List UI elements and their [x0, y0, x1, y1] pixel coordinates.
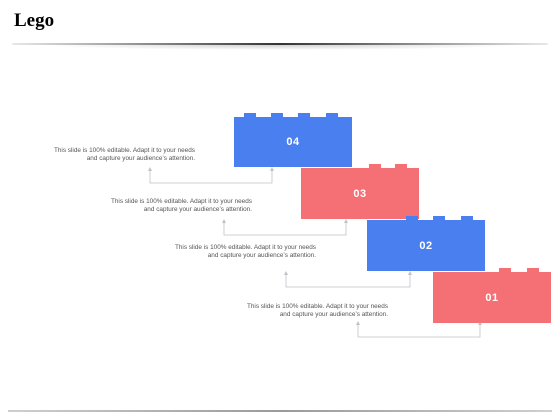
- note-line: This slide is 100% editable. Adapt it to…: [53, 147, 195, 154]
- note-line: and capture your audience’s attention.: [207, 252, 316, 259]
- step-note-01: This slide is 100% editable. Adapt it to…: [247, 303, 388, 319]
- brick-label: 02: [419, 239, 433, 252]
- lego-brick-04: 04: [234, 113, 352, 167]
- step-note-02: This slide is 100% editable. Adapt it to…: [175, 244, 316, 260]
- brick-stud: [433, 216, 445, 220]
- connector-04: [148, 167, 274, 184]
- brick-stud: [271, 113, 283, 117]
- page-title: Lego: [14, 10, 55, 31]
- title-divider-shadow: [40, 45, 520, 50]
- title-divider: [12, 43, 548, 45]
- brick-stud: [395, 164, 407, 168]
- brick-label: 01: [485, 291, 499, 304]
- connector-03: [222, 219, 348, 236]
- brick-stud: [461, 216, 473, 220]
- lego-brick-02: 02: [367, 216, 485, 271]
- note-line: This slide is 100% editable. Adapt it to…: [110, 198, 252, 205]
- brick-label: 04: [286, 136, 300, 148]
- brick-stud: [244, 113, 256, 117]
- step-note-04: This slide is 100% editable. Adapt it to…: [54, 147, 195, 163]
- lego-brick-01: 01: [433, 268, 551, 323]
- footer-divider: [8, 410, 552, 412]
- step-note-03: This slide is 100% editable. Adapt it to…: [111, 198, 252, 214]
- brick-label: 03: [353, 187, 367, 200]
- connector-01: [356, 321, 482, 338]
- brick-stud: [499, 268, 511, 272]
- brick-stud: [406, 216, 418, 220]
- connector-02: [284, 271, 412, 288]
- note-line: This slide is 100% editable. Adapt it to…: [174, 244, 316, 251]
- brick-stud: [298, 113, 310, 117]
- note-line: and capture your audience’s attention.: [279, 311, 388, 318]
- note-line: This slide is 100% editable. Adapt it to…: [246, 303, 388, 310]
- lego-brick-03: 03: [301, 164, 419, 219]
- brick-stud: [369, 164, 381, 168]
- note-line: and capture your audience’s attention.: [86, 155, 195, 162]
- note-line: and capture your audience’s attention.: [143, 206, 252, 213]
- brick-stud: [527, 268, 539, 272]
- brick-stud: [326, 113, 338, 117]
